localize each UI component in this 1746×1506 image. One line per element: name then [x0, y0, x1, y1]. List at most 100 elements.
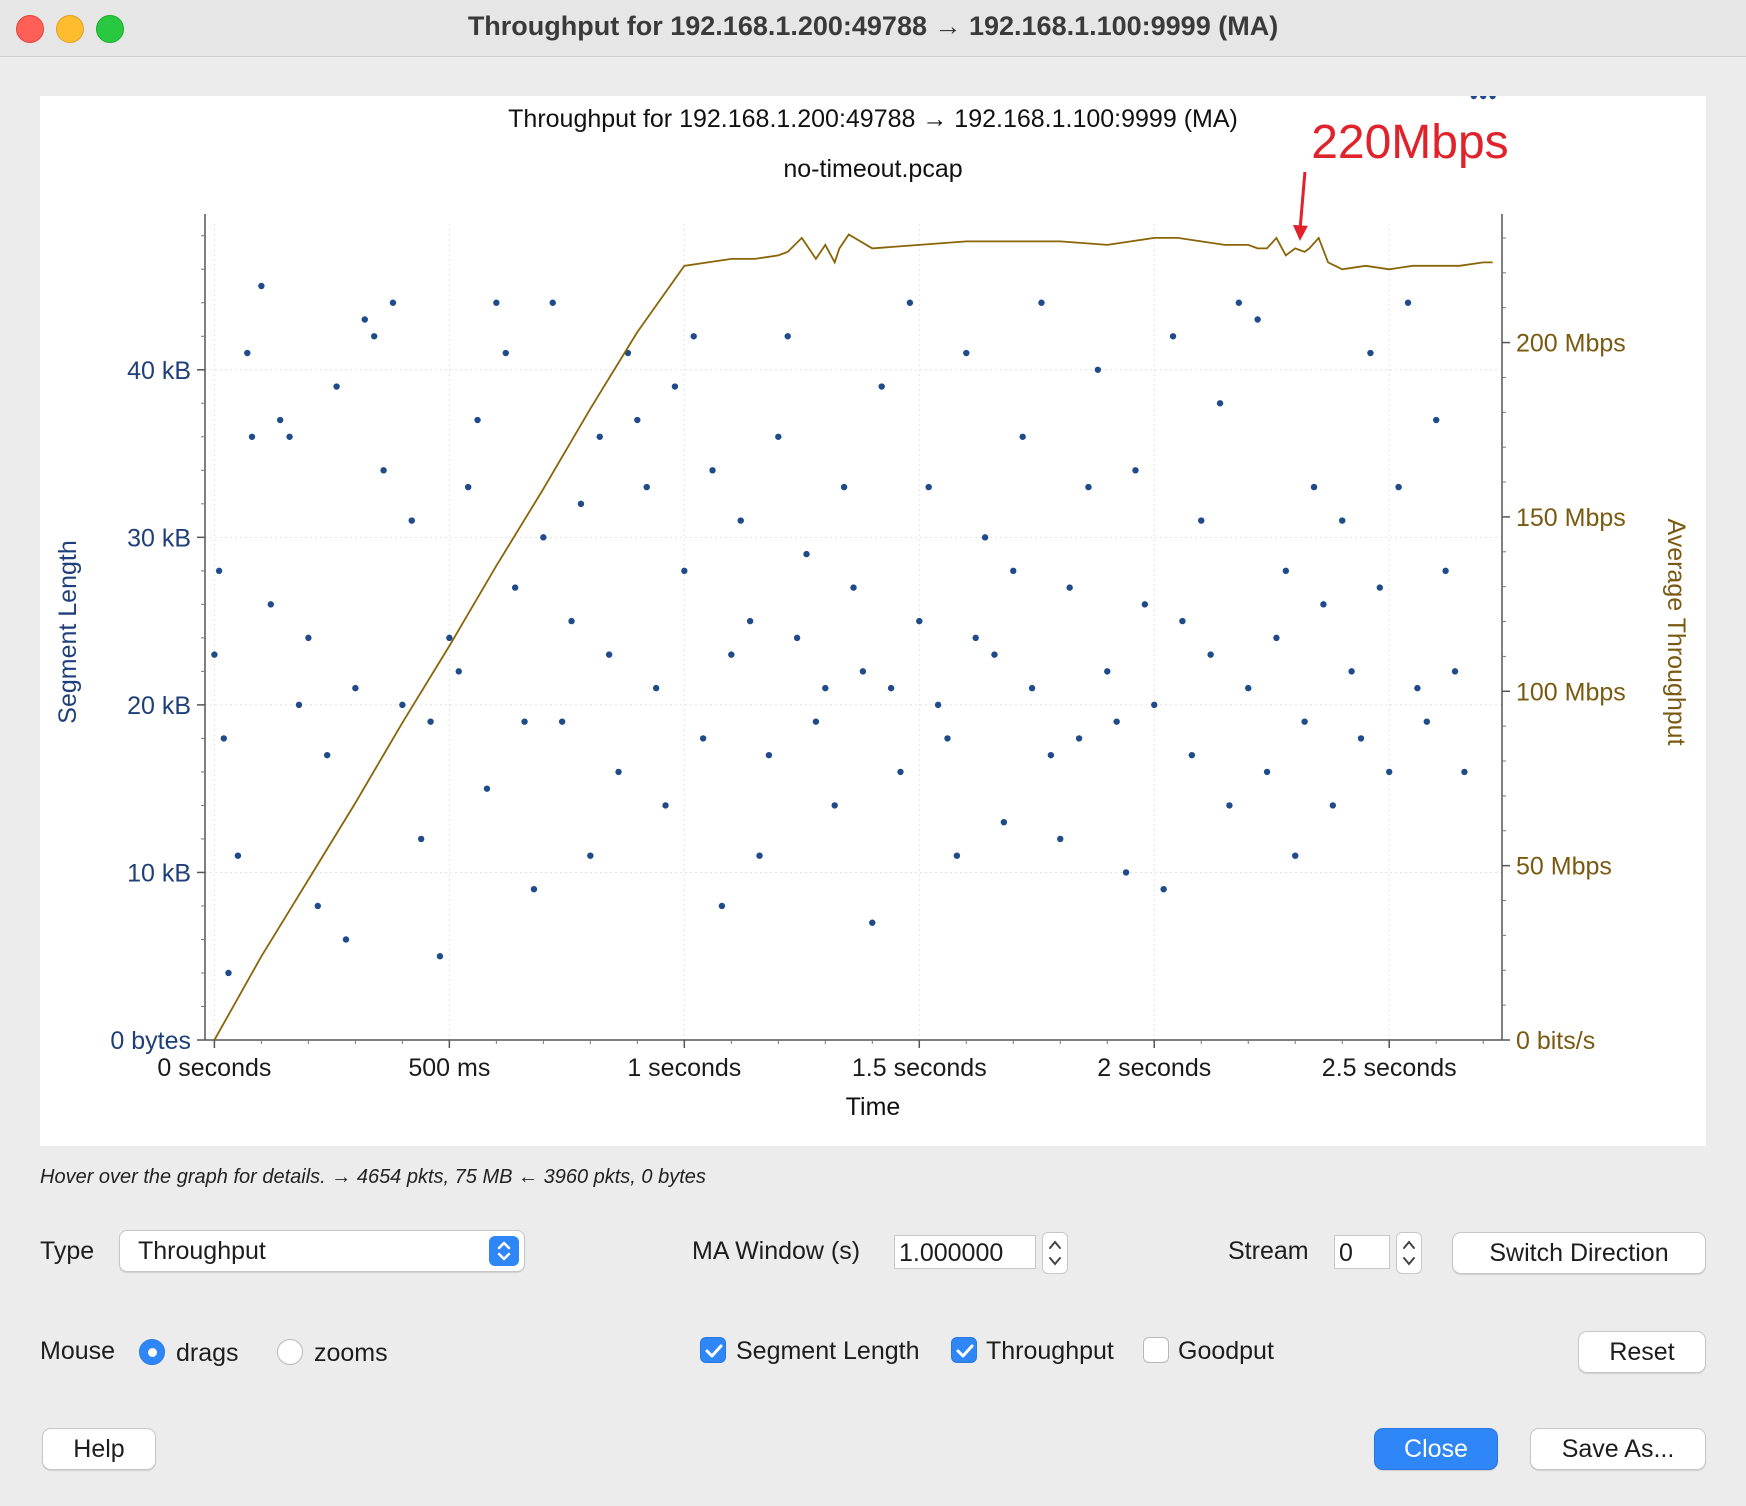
segment-length-point [690, 333, 697, 340]
segment-length-point [502, 349, 509, 357]
segment-length-point [1292, 852, 1299, 859]
segment-length-point [370, 333, 378, 340]
left-tick-label: 30 kB [127, 524, 191, 552]
segment-length-point [258, 282, 265, 290]
segment-length-point [869, 919, 876, 926]
throughput-chart[interactable]: Throughput for 192.168.1.200:49788 → 192… [40, 96, 1706, 1146]
zoom-window-button[interactable] [96, 15, 124, 43]
segment-length-point [887, 684, 895, 692]
segment-length-point [408, 517, 415, 524]
segment-length-point [1038, 299, 1045, 306]
segment-length-point [1151, 701, 1158, 709]
segment-length-point [662, 802, 669, 809]
segment-length-label[interactable]: Segment Length [736, 1337, 920, 1365]
mouse-drags-label[interactable]: drags [176, 1339, 239, 1367]
segment-length-point [399, 701, 406, 709]
segment-length-point [963, 349, 970, 357]
segment-length-point [699, 735, 707, 742]
segment-length-point [1329, 802, 1337, 809]
goodput-checkbox[interactable] [1143, 1337, 1169, 1363]
stream-input[interactable]: 0 [1334, 1235, 1390, 1269]
segment-length-point [1489, 96, 1496, 100]
type-label: Type [40, 1237, 95, 1265]
segment-length-point [215, 567, 223, 575]
segment-length-point [474, 416, 481, 424]
segment-length-point [558, 718, 566, 725]
type-select[interactable]: Throughput [119, 1230, 525, 1272]
segment-length-point [1376, 584, 1384, 591]
reset-button[interactable]: Reset [1578, 1331, 1706, 1373]
segment-length-point [446, 634, 453, 642]
segment-length-point [417, 835, 425, 843]
segment-length-point [953, 852, 961, 859]
type-select-value: Throughput [138, 1237, 266, 1265]
right-tick-label: 50 Mbps [1516, 853, 1612, 881]
goodput-label[interactable]: Goodput [1178, 1337, 1274, 1365]
segment-length-point [1198, 517, 1205, 524]
segment-length-point [380, 467, 387, 474]
segment-length-point [784, 333, 791, 340]
bottom-tick-label: 1 seconds [627, 1054, 741, 1082]
checkmark-icon [705, 1344, 723, 1358]
segment-length-point [587, 852, 594, 859]
segment-length-point [1019, 433, 1026, 440]
window-title: Throughput for 192.168.1.200:49788 → 192… [467, 11, 1279, 41]
stream-label: Stream [1228, 1237, 1309, 1265]
segment-length-checkbox[interactable] [700, 1337, 726, 1363]
segment-length-point [234, 852, 242, 859]
segment-length-point [925, 483, 932, 491]
segment-length-point [859, 668, 867, 675]
segment-length-point [756, 852, 763, 859]
left-tick-label: 10 kB [127, 859, 191, 887]
segment-length-point [615, 768, 622, 776]
segment-length-point [540, 534, 547, 541]
bottom-tick-label: 2.5 seconds [1322, 1054, 1457, 1082]
segment-length-point [671, 383, 679, 390]
x-axis-title: Time [846, 1093, 901, 1121]
segment-length-point [1075, 735, 1083, 742]
segment-length-point [1085, 483, 1092, 491]
segment-length-point [1442, 567, 1449, 575]
right-tick-label: 100 Mbps [1516, 678, 1626, 706]
segment-length-point [737, 517, 744, 524]
annotation-label: 220Mbps [1311, 116, 1508, 169]
left-tick-label: 20 kB [127, 692, 191, 720]
segment-length-point [1057, 835, 1064, 843]
segment-length-point [225, 969, 232, 977]
mouse-zooms-label[interactable]: zooms [314, 1339, 388, 1367]
help-button[interactable]: Help [42, 1428, 156, 1470]
minimize-window-button[interactable] [56, 15, 84, 43]
segment-length-point [1000, 818, 1008, 826]
segment-length-point [793, 634, 801, 642]
mouse-zooms-radio[interactable] [277, 1339, 303, 1365]
segment-length-point [1320, 601, 1327, 608]
throughput-label[interactable]: Throughput [986, 1337, 1114, 1365]
stream-stepper[interactable] [1396, 1232, 1422, 1274]
segment-length-point [483, 785, 491, 792]
graph-area[interactable]: Throughput for 192.168.1.200:49788 → 192… [40, 96, 1706, 1146]
segment-length-point [1235, 299, 1243, 306]
annotation-arrow-head-icon [1292, 224, 1308, 241]
throughput-checkbox[interactable] [951, 1337, 977, 1363]
mouse-drags-radio[interactable] [139, 1339, 165, 1365]
segment-length-point [934, 701, 942, 709]
save-as-button[interactable]: Save As... [1530, 1428, 1706, 1470]
close-button[interactable]: Close [1374, 1428, 1498, 1470]
segment-length-point [1245, 684, 1252, 692]
switch-direction-button[interactable]: Switch Direction [1452, 1232, 1706, 1274]
segment-length-point [427, 718, 434, 725]
segment-length-point [1273, 634, 1280, 642]
segment-length-point [981, 534, 989, 541]
throughput-line [213, 233, 1493, 1041]
close-window-button[interactable] [16, 15, 44, 43]
segment-length-point [1414, 684, 1421, 692]
segment-length-point [1310, 483, 1318, 491]
title-bar[interactable]: Throughput for 192.168.1.200:49788 → 192… [0, 0, 1746, 57]
bottom-tick-label: 500 ms [408, 1054, 490, 1082]
segment-length-point [530, 885, 538, 893]
segment-length-point [596, 433, 603, 440]
ma-window-input[interactable]: 1.000000 [894, 1235, 1036, 1269]
segment-length-point [436, 953, 444, 960]
ma-window-stepper[interactable] [1042, 1232, 1068, 1274]
